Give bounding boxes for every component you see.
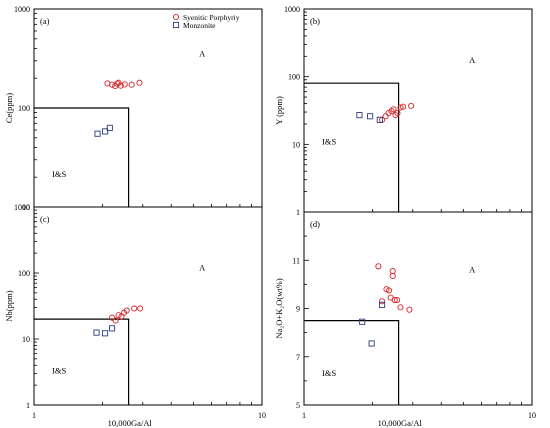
data-point-syenitic-porphyriy bbox=[406, 306, 413, 313]
data-point-syenitic-porphyriy bbox=[115, 312, 122, 319]
y-tick-label: 10 bbox=[22, 335, 30, 344]
y-tick-label: 100 bbox=[288, 73, 300, 82]
data-point-syenitic-porphyriy bbox=[389, 272, 396, 279]
data-point-syenitic-porphyriy bbox=[114, 80, 121, 87]
data-point-syenitic-porphyriy bbox=[394, 297, 401, 304]
y-axis-label: Nb(ppm) bbox=[4, 290, 14, 321]
data-point-syenitic-porphyriy bbox=[117, 82, 124, 89]
panel-a: 10 100 1000 (a) A I&S Ce(ppm) bbox=[4, 5, 263, 212]
y-axis-label: Ce(ppm) bbox=[4, 93, 14, 123]
panel-c: 1 10 100 1000 1 10 (c) A I&S Nb(ppm) 10,000Ga/Al bbox=[4, 203, 266, 428]
data-point-monzonite bbox=[367, 113, 374, 120]
data-point-monzonite bbox=[359, 318, 366, 325]
data-point-syenitic-porphyriy bbox=[397, 104, 404, 111]
data-point-monzonite bbox=[102, 330, 109, 337]
field-label: A bbox=[199, 49, 206, 59]
y-tick-label: 9 bbox=[296, 305, 300, 314]
field-label: A bbox=[469, 55, 476, 65]
panel-label: (a) bbox=[40, 16, 50, 26]
field-label: I&S bbox=[52, 169, 66, 179]
data-point-syenitic-porphyriy bbox=[388, 108, 395, 115]
plot-frame bbox=[303, 211, 533, 406]
data-point-syenitic-porphyriy bbox=[390, 106, 397, 113]
data-point-monzonite bbox=[356, 112, 363, 119]
y-tick-label: 1 bbox=[296, 208, 300, 217]
y-tick-label: 7 bbox=[296, 353, 300, 362]
field-boundary bbox=[34, 318, 130, 405]
x-tick-label: 1 bbox=[32, 411, 36, 420]
data-point-syenitic-porphyriy bbox=[123, 307, 130, 314]
y-tick-label: 1000 bbox=[284, 5, 300, 14]
y-tick-label: 100 bbox=[18, 269, 30, 278]
data-point-monzonite bbox=[94, 130, 101, 137]
data-point-syenitic-porphyriy bbox=[128, 81, 135, 88]
data-point-monzonite bbox=[102, 128, 109, 135]
field-boundary bbox=[304, 320, 400, 405]
x-tick-label: 1 bbox=[302, 411, 306, 420]
data-point-syenitic-porphyriy bbox=[382, 113, 389, 120]
data-point-syenitic-porphyriy bbox=[397, 304, 404, 311]
legend-marker-square bbox=[172, 21, 180, 29]
y-tick-label: 1000 bbox=[14, 5, 30, 14]
data-point-syenitic-porphyriy bbox=[121, 81, 128, 88]
data-point-syenitic-porphyriy bbox=[137, 305, 144, 312]
data-point-monzonite bbox=[109, 325, 116, 332]
x-axis-label: 10,000Ga/Al bbox=[378, 418, 423, 428]
plot-frame bbox=[303, 8, 533, 213]
field-label: I&S bbox=[322, 368, 336, 378]
data-point-syenitic-porphyriy bbox=[112, 317, 119, 324]
data-point-monzonite bbox=[376, 116, 383, 123]
field-boundary bbox=[34, 107, 130, 207]
panel-label: (d) bbox=[310, 219, 320, 229]
field-label: A bbox=[469, 264, 476, 274]
plot-frame bbox=[33, 206, 263, 406]
legend-marker-circle bbox=[172, 13, 180, 21]
panel-b: 1 10 100 1000 (b) A I&S Y (ppm) bbox=[274, 5, 533, 217]
panel-label: (c) bbox=[40, 214, 50, 224]
data-point-monzonite bbox=[368, 340, 375, 347]
data-point-syenitic-porphyriy bbox=[375, 263, 382, 270]
y-axis-label: Y (ppm) bbox=[274, 96, 284, 125]
data-point-syenitic-porphyriy bbox=[379, 298, 386, 305]
data-point-syenitic-porphyriy bbox=[131, 305, 138, 312]
y-tick-label: 100 bbox=[18, 104, 30, 113]
data-point-monzonite bbox=[93, 329, 100, 336]
data-point-monzonite bbox=[379, 301, 386, 308]
x-tick-label: 10 bbox=[528, 411, 536, 420]
data-point-syenitic-porphyriy bbox=[400, 103, 407, 110]
legend-label: Syenitic Porphyriy bbox=[183, 13, 240, 22]
y-tick-label: 11 bbox=[292, 256, 300, 265]
field-label: I&S bbox=[322, 136, 336, 146]
x-tick-label: 10 bbox=[258, 411, 266, 420]
legend-label: Monzonite bbox=[183, 21, 216, 30]
y-tick-label: 5 bbox=[296, 401, 300, 410]
data-point-syenitic-porphyriy bbox=[385, 287, 393, 294]
field-label: I&S bbox=[52, 366, 66, 376]
data-point-syenitic-porphyriy bbox=[391, 297, 398, 304]
field-label: A bbox=[199, 262, 206, 272]
y-tick-label: 1 bbox=[26, 401, 30, 410]
y-tick-label: 10 bbox=[22, 203, 30, 212]
y-tick-label: 1000 bbox=[14, 203, 30, 212]
field-boundary bbox=[304, 82, 400, 212]
data-point-monzonite bbox=[106, 124, 113, 131]
data-point-syenitic-porphyriy bbox=[408, 102, 415, 109]
x-axis-label: 10,000Ga/Al bbox=[108, 418, 153, 428]
data-point-syenitic-porphyriy bbox=[136, 79, 143, 86]
y-axis-label: Na₂O+K₂O(wt%) bbox=[274, 278, 284, 338]
panel-label: (b) bbox=[310, 16, 320, 26]
y-tick-label: 10 bbox=[292, 140, 300, 149]
data-point-syenitic-porphyriy bbox=[394, 109, 401, 117]
